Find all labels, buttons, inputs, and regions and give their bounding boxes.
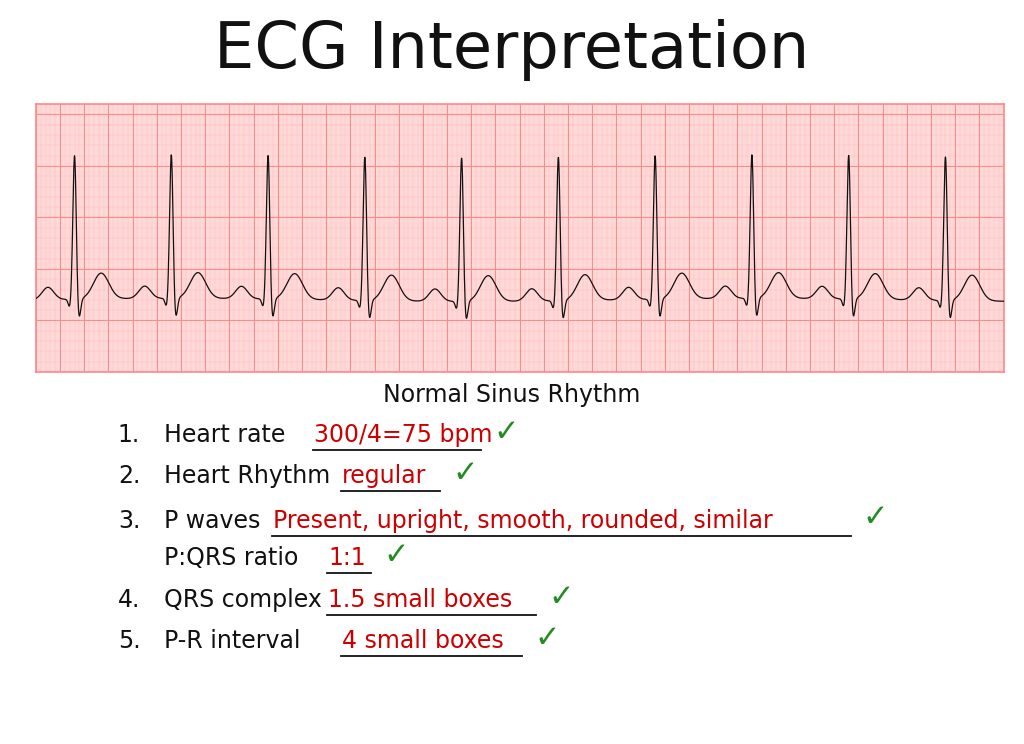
Text: regular: regular (342, 464, 426, 488)
Text: 2.: 2. (118, 464, 140, 488)
Text: 4.: 4. (118, 589, 140, 612)
Text: 300/4=75 bpm: 300/4=75 bpm (314, 423, 493, 447)
Text: Normal Sinus Rhythm: Normal Sinus Rhythm (383, 383, 641, 407)
Text: 5.: 5. (118, 629, 140, 653)
Text: ✓: ✓ (494, 418, 518, 446)
Text: QRS complex: QRS complex (164, 589, 329, 612)
Text: ECG Interpretation: ECG Interpretation (214, 19, 810, 80)
Text: ✓: ✓ (863, 504, 889, 532)
Text: P-R interval: P-R interval (164, 629, 308, 653)
Text: ✓: ✓ (384, 541, 410, 569)
Text: ✓: ✓ (535, 624, 560, 652)
Text: Present, upright, smooth, rounded, similar: Present, upright, smooth, rounded, simil… (273, 509, 773, 533)
Text: 1:1: 1:1 (328, 546, 366, 570)
Text: 4 small boxes: 4 small boxes (342, 629, 504, 653)
Text: ✓: ✓ (452, 459, 477, 487)
Text: 1.5 small boxes: 1.5 small boxes (328, 589, 512, 612)
Text: Heart rate: Heart rate (164, 423, 293, 447)
Text: P waves: P waves (164, 509, 267, 533)
Text: 1.: 1. (118, 423, 140, 447)
Text: ✓: ✓ (548, 583, 573, 612)
Text: Heart Rhythm: Heart Rhythm (164, 464, 338, 488)
Text: P:QRS ratio: P:QRS ratio (164, 546, 306, 570)
Text: 3.: 3. (118, 509, 140, 533)
